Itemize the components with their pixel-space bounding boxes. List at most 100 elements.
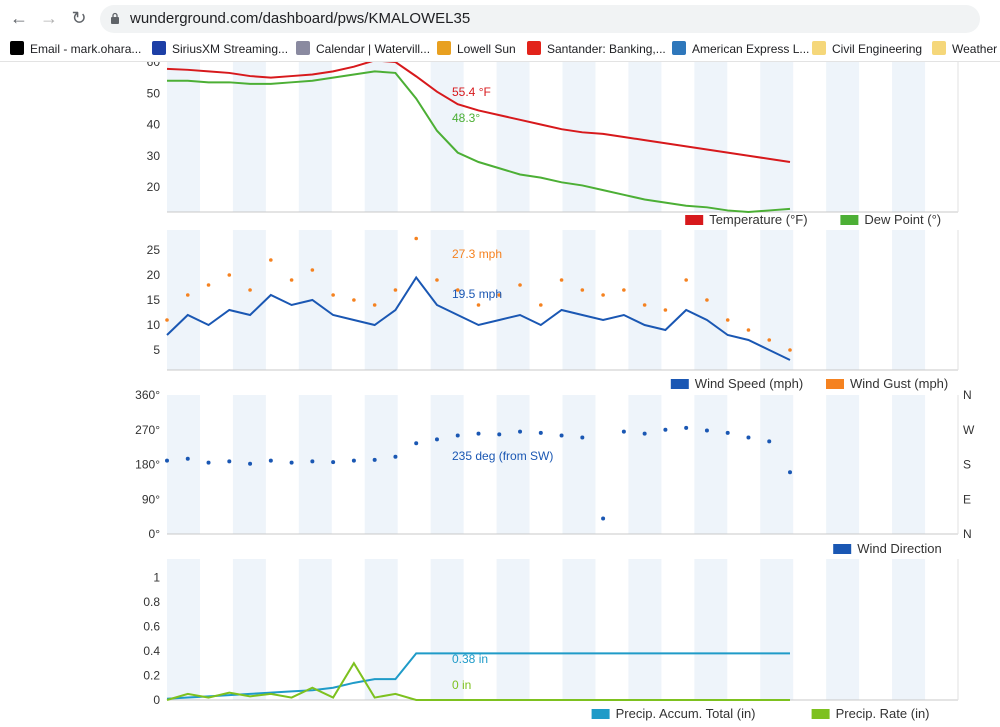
- y-tick-label: 180°: [135, 458, 160, 472]
- bookmark-3[interactable]: Lowell Sun: [437, 39, 516, 59]
- bookmark-5[interactable]: American Express L...: [672, 39, 809, 59]
- data-point: [476, 431, 481, 436]
- legend-label: Precip. Rate (in): [836, 706, 930, 721]
- value-annotation: 235 deg (from SW): [452, 449, 553, 463]
- chart-stripe: [694, 559, 728, 700]
- chart-stripe: [298, 62, 332, 212]
- calendar-icon: [296, 41, 310, 55]
- series-line: [166, 275, 791, 361]
- bookmark-1[interactable]: SiriusXM Streaming...: [152, 39, 288, 59]
- legend-label: Wind Gust (mph): [850, 376, 948, 391]
- chart-stripe: [298, 395, 332, 534]
- right-tick-label: S: [963, 458, 971, 472]
- bookmark-4[interactable]: Santander: Banking,...: [527, 39, 666, 59]
- legend-swatch: [826, 379, 844, 389]
- browser-toolbar: ← → ↻ wunderground.com/dashboard/pws/KMA…: [0, 0, 1000, 36]
- data-point: [165, 318, 169, 322]
- y-tick-label: 25: [147, 243, 161, 257]
- data-point: [227, 273, 232, 277]
- chart-stripe: [167, 395, 200, 534]
- chart-stripe: [430, 62, 464, 212]
- data-point: [788, 470, 792, 475]
- data-point: [601, 516, 606, 521]
- bookmark-7[interactable]: Weather: [932, 39, 997, 59]
- chart-stripe: [496, 559, 530, 700]
- chart-stripe: [430, 559, 464, 700]
- data-point: [476, 303, 481, 307]
- data-point: [455, 288, 460, 292]
- bookmark-label: SiriusXM Streaming...: [172, 42, 289, 56]
- data-point: [580, 435, 585, 440]
- data-point: [601, 293, 605, 297]
- chart-stripe: [298, 559, 332, 700]
- chart-stripe: [496, 230, 530, 370]
- chart-stripe: [232, 559, 266, 700]
- bookmark-0[interactable]: Email - mark.ohara...: [10, 39, 141, 59]
- legend-label: Temperature (°F): [709, 212, 807, 227]
- data-point: [310, 268, 315, 272]
- chart-stripe: [628, 230, 662, 370]
- data-point: [351, 458, 356, 463]
- bookmark-label: Calendar | Watervill...: [316, 42, 431, 56]
- data-point: [725, 318, 730, 322]
- series-line: [167, 70, 791, 214]
- value-annotation: 55.4 °F: [452, 85, 491, 99]
- data-point: [455, 433, 460, 438]
- legend-label: Wind Speed (mph): [695, 376, 803, 391]
- data-point: [435, 278, 439, 282]
- bookmark-label: Lowell Sun: [457, 42, 516, 56]
- forward-icon[interactable]: →: [40, 8, 58, 28]
- chart-stripe: [232, 230, 266, 370]
- data-point: [393, 288, 398, 292]
- data-point: [248, 288, 252, 292]
- data-point: [497, 293, 502, 297]
- chart-panel-1: 5 10 15 20 25 27.3 mph 19.5 mph Wind Gust (mph)…: [147, 230, 959, 391]
- data-point: [663, 308, 668, 312]
- bookmarks-bar: Email - mark.ohara... SiriusXM Streaming.…: [0, 36, 1000, 62]
- chart-stripe: [364, 230, 398, 370]
- bookmark-label: Weather: [952, 42, 998, 56]
- y-tick-label: 0.4: [143, 644, 160, 658]
- bookmark-2[interactable]: Calendar | Watervill...: [296, 39, 430, 59]
- chart-stripe: [628, 395, 662, 534]
- siriusxm-icon: [152, 41, 166, 55]
- address-bar[interactable]: wunderground.com/dashboard/pws/KMALOWEL3…: [100, 5, 980, 33]
- data-point: [767, 439, 772, 444]
- folder-icon: [812, 41, 826, 55]
- y-tick-label: 90°: [142, 492, 160, 506]
- data-point: [393, 454, 398, 459]
- data-point: [684, 278, 688, 282]
- chart-stripe: [430, 230, 464, 370]
- series-line: [166, 62, 791, 163]
- data-point: [414, 236, 419, 241]
- reload-icon[interactable]: ↻: [71, 8, 87, 28]
- bookmark-label: Civil Engineering: [832, 42, 923, 56]
- back-icon[interactable]: ←: [10, 8, 28, 28]
- data-point: [248, 461, 253, 466]
- chart-stripe: [892, 395, 926, 534]
- chart-stripe: [167, 62, 200, 212]
- y-tick-label: 15: [147, 293, 161, 307]
- data-point: [185, 456, 190, 461]
- data-point: [331, 460, 336, 465]
- data-point: [518, 283, 522, 287]
- data-point: [559, 433, 564, 438]
- chart-stripe: [430, 395, 464, 534]
- data-point: [642, 303, 647, 307]
- chart-panel-3: 0 0.2 0.4 0.6 0.8 1 0.38 in 0 in Precip. Rate (i…: [143, 559, 959, 721]
- chart-stripe: [562, 230, 596, 370]
- chart-panel-2: 0° 90° 180° 270° 360° N E S W N 235 deg (from SW) W…: [135, 388, 975, 556]
- chart-stripe: [892, 559, 926, 700]
- data-point: [518, 429, 523, 434]
- y-tick-label: 20: [147, 180, 161, 194]
- chart-stripe: [826, 559, 860, 700]
- chart-stripe: [760, 230, 794, 370]
- bookmark-6[interactable]: Civil Engineering: [812, 39, 922, 59]
- data-point: [788, 348, 792, 352]
- chart-panel-0: 20 30 40 50 60 55.4 °F 48.3° Dew Point (°) Tempe…: [147, 62, 959, 227]
- legend-swatch: [833, 544, 852, 554]
- legend-swatch: [840, 215, 859, 225]
- y-tick-label: 0: [153, 693, 160, 707]
- value-annotation: 48.3°: [452, 111, 480, 125]
- chart-stripe: [232, 62, 266, 212]
